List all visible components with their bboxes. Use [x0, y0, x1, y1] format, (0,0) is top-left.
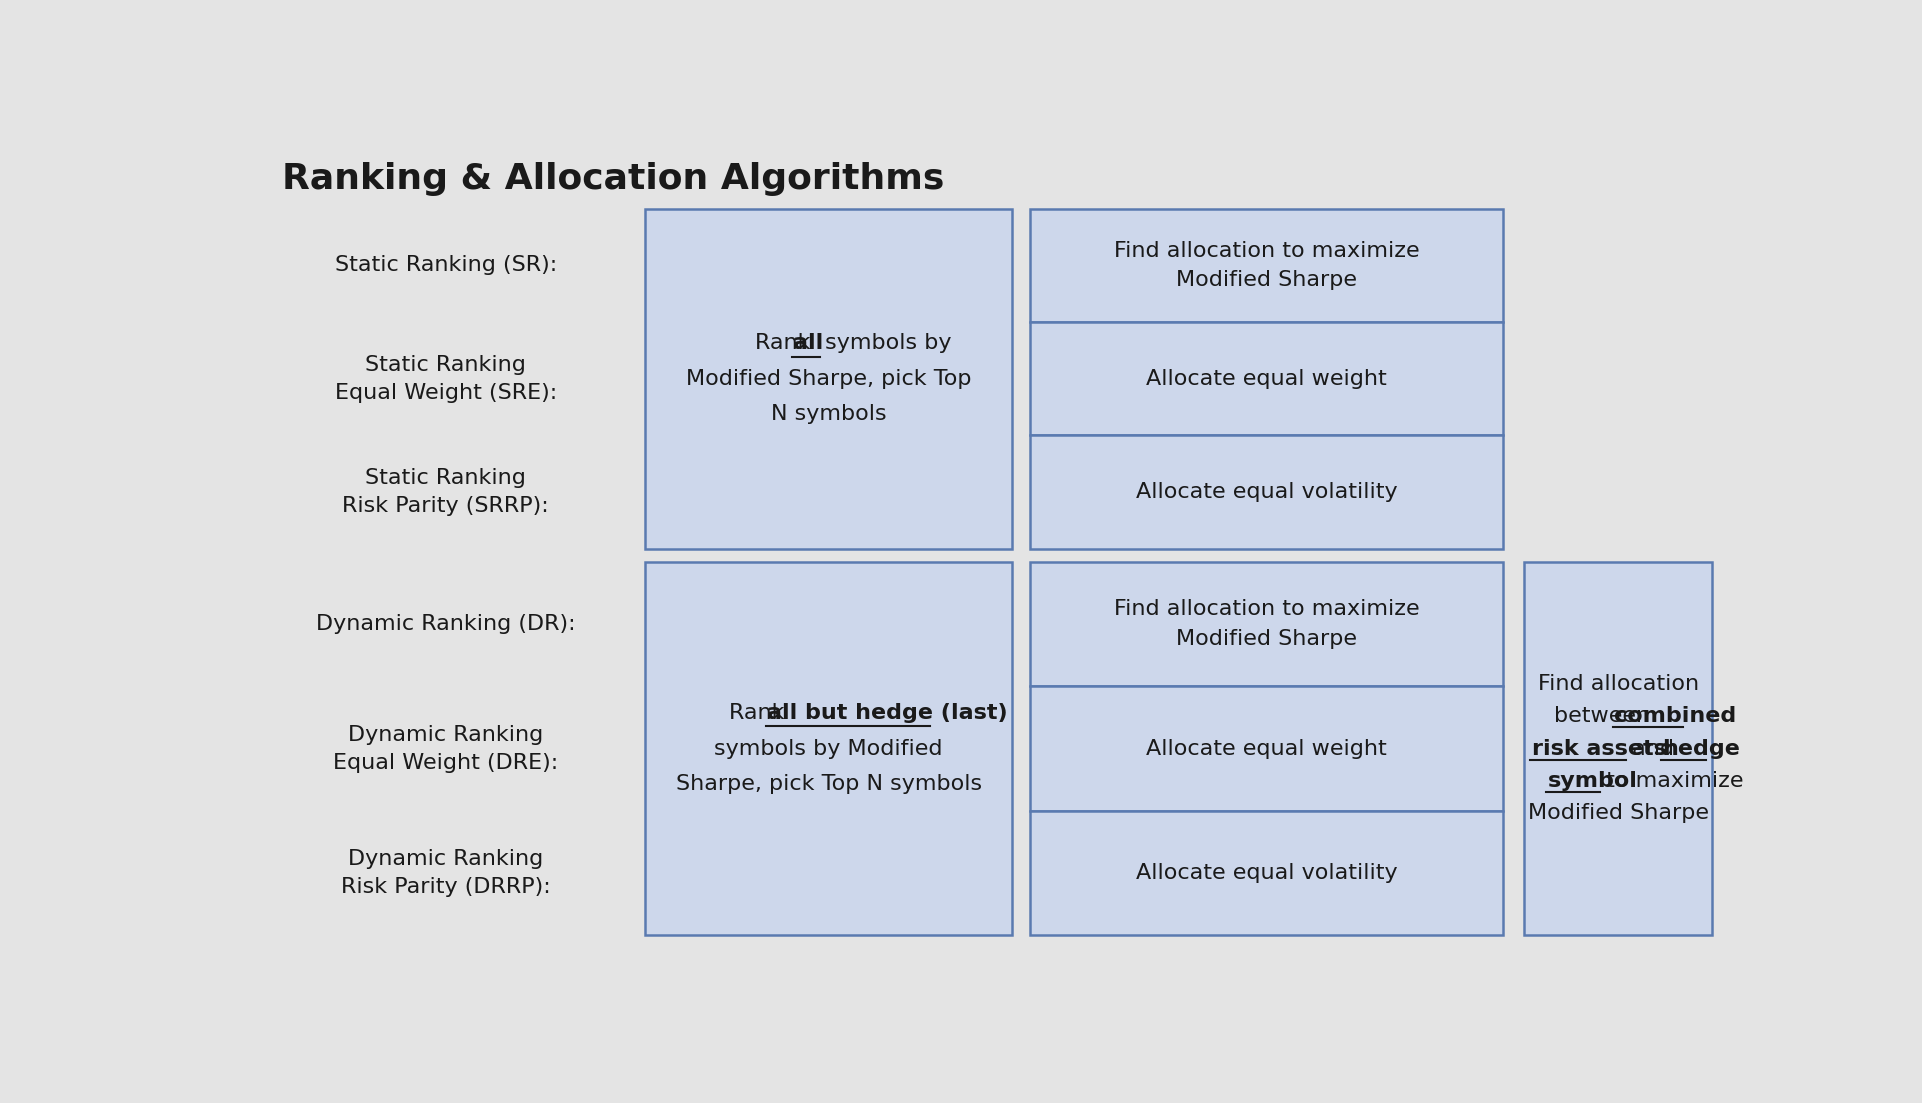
Text: to maximize: to maximize	[1599, 771, 1743, 791]
Text: risk assets: risk assets	[1532, 739, 1666, 759]
Text: all: all	[794, 333, 823, 353]
Text: Static Ranking
Equal Weight (SRE):: Static Ranking Equal Weight (SRE):	[334, 355, 557, 403]
FancyBboxPatch shape	[1030, 811, 1503, 935]
Text: Modified Sharpe: Modified Sharpe	[1528, 803, 1709, 823]
Text: Static Ranking (SR):: Static Ranking (SR):	[334, 256, 557, 276]
Text: Find allocation to maximize
Modified Sharpe: Find allocation to maximize Modified Sha…	[1113, 599, 1418, 649]
Text: Allocate equal volatility: Allocate equal volatility	[1136, 863, 1397, 882]
Text: Rank: Rank	[728, 703, 792, 722]
Text: Rank: Rank	[755, 333, 817, 353]
Text: Allocate equal weight: Allocate equal weight	[1146, 368, 1388, 388]
Text: Modified Sharpe, pick Top: Modified Sharpe, pick Top	[686, 368, 971, 388]
Text: Dynamic Ranking
Risk Parity (DRRP):: Dynamic Ranking Risk Parity (DRRP):	[340, 849, 552, 897]
Text: Static Ranking
Risk Parity (SRRP):: Static Ranking Risk Parity (SRRP):	[342, 468, 550, 516]
Text: combined: combined	[1614, 706, 1736, 726]
Text: Dynamic Ranking
Equal Weight (DRE):: Dynamic Ranking Equal Weight (DRE):	[333, 725, 559, 772]
FancyBboxPatch shape	[1030, 686, 1503, 811]
Text: hedge: hedge	[1663, 739, 1739, 759]
Text: Sharpe, pick Top N symbols: Sharpe, pick Top N symbols	[675, 774, 982, 794]
FancyBboxPatch shape	[1030, 322, 1503, 436]
FancyBboxPatch shape	[1030, 563, 1503, 686]
Text: symbol: symbol	[1547, 771, 1638, 791]
Text: and: and	[1624, 739, 1682, 759]
Text: Find allocation: Find allocation	[1538, 674, 1699, 694]
Text: Allocate equal weight: Allocate equal weight	[1146, 739, 1388, 759]
Text: Find allocation to maximize
Modified Sharpe: Find allocation to maximize Modified Sha…	[1113, 240, 1418, 290]
FancyBboxPatch shape	[1030, 436, 1503, 548]
Text: N symbols: N symbols	[771, 405, 886, 425]
FancyBboxPatch shape	[646, 563, 1011, 935]
Text: Dynamic Ranking (DR):: Dynamic Ranking (DR):	[315, 614, 575, 634]
Text: all but hedge (last): all but hedge (last)	[767, 703, 1007, 722]
FancyBboxPatch shape	[646, 208, 1011, 548]
Text: between: between	[1555, 706, 1657, 726]
Text: symbols by Modified: symbols by Modified	[715, 739, 944, 759]
Text: Allocate equal volatility: Allocate equal volatility	[1136, 482, 1397, 502]
FancyBboxPatch shape	[1030, 208, 1503, 322]
Text: Ranking & Allocation Algorithms: Ranking & Allocation Algorithms	[283, 162, 944, 196]
FancyBboxPatch shape	[1524, 563, 1713, 935]
Text: symbols by: symbols by	[819, 333, 951, 353]
